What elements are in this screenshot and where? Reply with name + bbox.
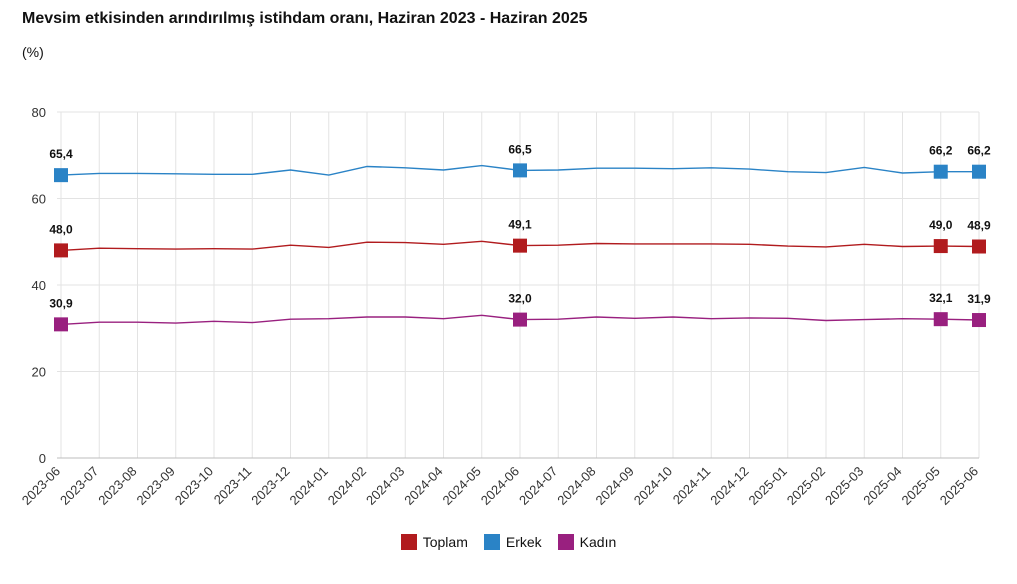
x-tick-label: 2025-05 — [899, 464, 943, 508]
data-label: 66,2 — [967, 144, 991, 158]
data-point-marker — [513, 238, 527, 253]
x-tick-label: 2025-06 — [937, 464, 981, 508]
legend-label-toplam: Toplam — [422, 534, 468, 550]
x-tick-label: 2023-07 — [57, 464, 101, 508]
legend-swatch-toplam — [400, 534, 417, 550]
data-point-marker — [933, 312, 948, 327]
chart-unit: (%) — [22, 44, 44, 60]
data-label: 49,0 — [929, 218, 953, 232]
legend-item-kadin[interactable]: Kadın — [557, 534, 617, 550]
data-label: 31,9 — [967, 292, 991, 306]
data-label: 32,0 — [508, 292, 532, 306]
data-point-marker — [54, 168, 68, 183]
x-tick-label: 2024-03 — [363, 464, 407, 508]
data-point-marker — [972, 239, 986, 254]
data-label: 49,1 — [508, 218, 532, 232]
x-tick-label: 2023-12 — [248, 464, 292, 508]
legend-label-erkek: Erkek — [505, 534, 542, 550]
x-tick-label: 2024-10 — [631, 464, 675, 508]
y-tick-label: 20 — [32, 365, 46, 380]
x-tick-label: 2024-05 — [440, 464, 484, 508]
x-tick-label: 2024-11 — [670, 464, 714, 508]
data-label: 48,0 — [49, 222, 73, 236]
x-tick-label: 2023-09 — [134, 464, 178, 508]
data-point-marker — [54, 243, 68, 258]
data-label: 66,2 — [929, 144, 953, 158]
data-point-marker — [933, 164, 948, 179]
legend-swatch-kadin — [557, 534, 574, 550]
data-point-marker — [54, 317, 68, 332]
x-tick-label: 2025-02 — [784, 464, 828, 508]
x-tick-label: 2024-09 — [593, 464, 637, 508]
x-tick-label: 2024-04 — [401, 464, 445, 508]
chart-title: Mevsim etkisinden arındırılmış istihdam … — [22, 10, 588, 27]
x-tick-label: 2023-11 — [211, 464, 255, 508]
legend: Toplam Erkek Kadın — [0, 534, 1017, 550]
x-tick-label: 2025-01 — [746, 464, 790, 508]
legend-label-kadin: Kadın — [579, 534, 617, 550]
x-tick-label: 2025-04 — [860, 464, 904, 508]
x-tick-label: 2025-03 — [822, 464, 866, 508]
data-label: 65,4 — [49, 147, 73, 161]
data-point-marker — [972, 313, 986, 328]
legend-item-toplam[interactable]: Toplam — [400, 534, 468, 550]
legend-item-erkek[interactable]: Erkek — [483, 534, 542, 550]
x-tick-label: 2024-08 — [554, 464, 598, 508]
x-tick-label: 2023-08 — [95, 464, 139, 508]
data-label: 32,1 — [929, 291, 953, 305]
x-tick-label: 2024-01 — [287, 464, 331, 508]
y-tick-label: 80 — [32, 105, 46, 120]
data-label: 66,5 — [508, 142, 532, 156]
data-point-marker — [972, 164, 986, 179]
data-label: 48,9 — [967, 219, 991, 233]
data-point-marker — [933, 239, 948, 254]
x-tick-label: 2024-06 — [478, 464, 522, 508]
x-tick-label: 2024-02 — [325, 464, 369, 508]
x-tick-label: 2024-07 — [516, 464, 560, 508]
y-tick-label: 60 — [32, 192, 46, 207]
x-tick-label: 2023-06 — [19, 464, 63, 508]
legend-swatch-erkek — [483, 534, 500, 550]
data-point-marker — [513, 163, 527, 178]
y-tick-label: 0 — [39, 451, 46, 466]
y-tick-label: 40 — [32, 278, 46, 293]
data-label: 30,9 — [49, 296, 73, 310]
x-tick-label: 2024-12 — [707, 464, 751, 508]
x-tick-label: 2023-10 — [172, 464, 216, 508]
data-point-marker — [513, 312, 527, 327]
